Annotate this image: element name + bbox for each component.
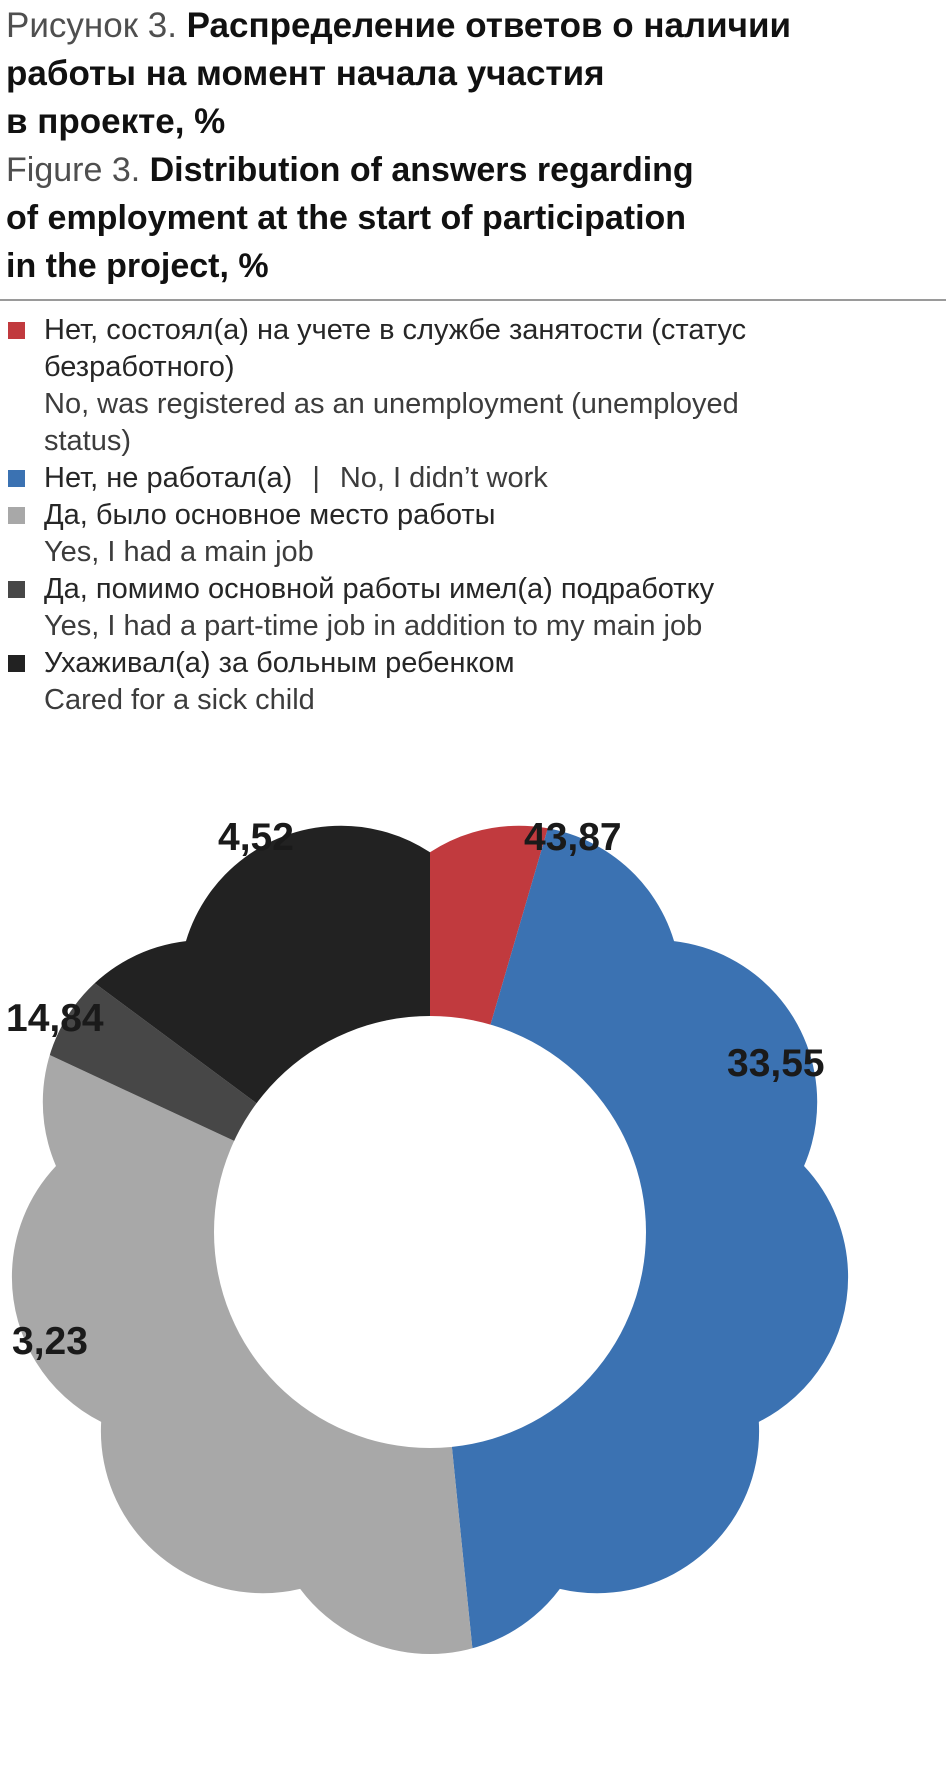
figure-number-ru: Рисунок 3.: [6, 6, 187, 45]
legend-swatch-lightgray: [8, 507, 25, 524]
figure-title-ru-line1: Распределение ответов о наличии: [186, 6, 792, 45]
legend-label-ru: безработного): [44, 351, 235, 383]
figure-title-ru-line3: в проекте, %: [6, 102, 226, 141]
legend-label-en: Cared for a sick child: [44, 684, 315, 716]
legend-item-registered-unemployed: Нет, состоял(а) на учете в службе занято…: [8, 312, 918, 460]
legend-swatch-blue: [8, 470, 25, 487]
legend-separator: |: [312, 462, 320, 494]
value-label-registered-unemployed: 4,52: [218, 816, 294, 859]
legend-item-part-time: Да, помимо основной работы имел(а) подра…: [8, 571, 918, 645]
legend-label-en: Yes, I had a main job: [44, 536, 314, 568]
legend-item-main-job: Да, было основное место работы Yes, I ha…: [8, 497, 918, 571]
figure-title-en: Figure 3. Distribution of answers regard…: [6, 146, 694, 290]
legend-item-didnt-work: Нет, не работал(а) | No, I didn’t work: [8, 460, 918, 497]
legend-label-ru: Да, было основное место работы: [44, 499, 496, 531]
figure-title-ru-line2: работы на момент начала участия: [6, 54, 605, 93]
divider-line: [0, 299, 946, 301]
value-label-cared-child: 14,84: [6, 997, 104, 1040]
value-label-part-time: 3,23: [12, 1320, 88, 1363]
figure-number-en: Figure 3.: [6, 151, 150, 189]
legend-label-en: No, was registered as an unemployment (u…: [44, 388, 739, 420]
legend-item-cared-child: Ухаживал(а) за больным ребенком Cared fo…: [8, 645, 918, 719]
legend-label-ru: Нет, состоял(а) на учете в службе занято…: [44, 314, 747, 346]
value-label-main-job: 33,55: [727, 1042, 825, 1085]
figure-title-en-line3: in the project, %: [6, 247, 269, 285]
legend-label-ru: Ухаживал(а) за больным ребенком: [44, 647, 515, 679]
legend-swatch-darkgray: [8, 581, 25, 598]
legend-label-en: Yes, I had a part-time job in addition t…: [44, 610, 703, 642]
legend-swatch-red: [8, 322, 25, 339]
legend-label-ru: Да, помимо основной работы имел(а) подра…: [44, 573, 715, 605]
chart-legend: Нет, состоял(а) на учете в службе занято…: [8, 312, 918, 719]
figure-title-en-line1: Distribution of answers regarding: [149, 151, 694, 189]
legend-label-en: No, I didn’t work: [339, 462, 548, 494]
legend-swatch-black: [8, 655, 25, 672]
legend-label-en: status): [44, 425, 132, 457]
legend-label-ru: Нет, не работал(а): [44, 462, 293, 494]
figure-title-en-line2: of employment at the start of participat…: [6, 199, 687, 237]
figure-title-ru: Рисунок 3. Распределение ответов о налич…: [6, 2, 791, 146]
value-label-didnt-work: 43,87: [524, 816, 622, 859]
